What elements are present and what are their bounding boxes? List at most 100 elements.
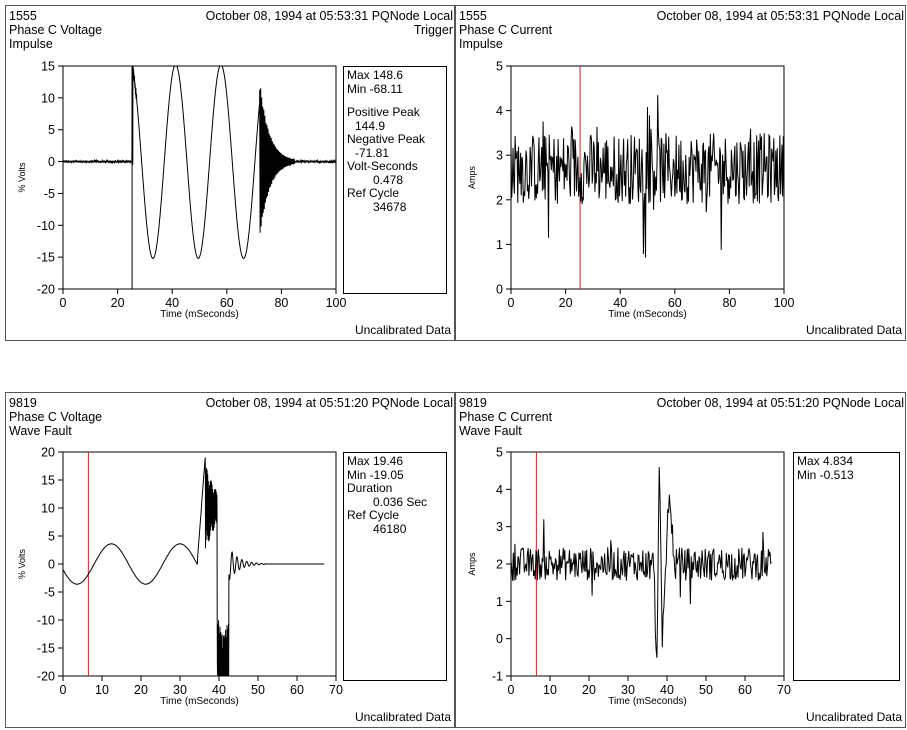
- channel-name: Phase C Voltage: [9, 410, 103, 424]
- stat-duration-value: 0.036 Sec: [373, 494, 428, 509]
- stat-ref-cycle-label: Ref Cycle: [347, 508, 400, 522]
- current-impulse-chart: 0 1 2 3 4 5 0 20 40 60 80 100 Time (mSeconds) Amps: [467, 60, 795, 321]
- stat-max: Max 148.6: [347, 68, 404, 82]
- y-tick-label: 5: [48, 123, 55, 137]
- x-tick-label: 70: [777, 683, 791, 697]
- y-axis-label: Amps: [467, 166, 477, 190]
- y-tick-label: 0: [48, 155, 55, 169]
- waveform-series: [62, 457, 325, 677]
- event-id: 1555: [9, 9, 37, 23]
- x-tick-label: 20: [559, 296, 573, 310]
- y-tick-label: 15: [41, 474, 55, 488]
- uncalibrated-label: Uncalibrated Data: [354, 323, 451, 337]
- stat-volt-seconds-label: Volt-Seconds: [347, 159, 418, 173]
- event-type: Wave Fault: [459, 424, 522, 438]
- x-tick-label: 40: [165, 296, 179, 310]
- x-tick-label: 40: [660, 683, 674, 697]
- event-timestamp: October 08, 1994 at 05:53:31 PQNode Loca…: [205, 9, 453, 23]
- y-tick-label: 1: [496, 595, 503, 609]
- y-tick-label: 3: [496, 149, 503, 163]
- trigger-label: Trigger: [413, 23, 453, 37]
- y-tick-label: -10: [37, 614, 55, 628]
- event-timestamp: October 08, 1994 at 05:51:20 PQNode Loca…: [656, 396, 904, 410]
- event-timestamp: October 08, 1994 at 05:51:20 PQNode Loca…: [205, 396, 453, 410]
- panel-voltage-wave-fault: 9819 Phase C Voltage Wave Fault October …: [5, 392, 455, 728]
- y-tick-label: -15: [37, 642, 55, 656]
- y-tick-label: -20: [37, 283, 55, 297]
- y-tick-label: 2: [496, 558, 503, 572]
- event-id: 9819: [9, 396, 37, 410]
- x-tick-label: 50: [251, 683, 265, 697]
- stat-positive-peak-value: 144.9: [355, 118, 386, 133]
- panel-current-wave-fault: 9819 Phase C Current Wave Fault October …: [455, 392, 906, 728]
- x-tick-label: 20: [134, 683, 148, 697]
- x-tick-label: 0: [508, 296, 515, 310]
- uncalibrated-label: Uncalibrated Data: [805, 323, 902, 337]
- stats-box: Max 19.46 Min -19.05 Duration 0.036 Sec …: [343, 452, 447, 681]
- y-tick-label: 2: [496, 193, 503, 207]
- channel-name: Phase C Current: [459, 410, 553, 424]
- stat-volt-seconds-value: 0.478: [373, 172, 404, 187]
- x-tick-label: 20: [111, 296, 125, 310]
- y-axis-label: % Volts: [17, 548, 27, 579]
- x-tick-label: 30: [621, 683, 635, 697]
- stat-max: Max 19.46: [347, 454, 404, 468]
- event-timestamp: October 08, 1994 at 05:53:31 PQNode Loca…: [656, 9, 904, 23]
- channel-name: Phase C Voltage: [9, 23, 103, 37]
- voltage-impulse-chart: -20 -15 -10 -5 0 5 10 15 0 20 40 60 80 100 Time (mSeco…: [17, 60, 347, 321]
- channel-name: Phase C Current: [459, 23, 553, 37]
- uncalibrated-label: Uncalibrated Data: [354, 710, 451, 724]
- stat-max: Max 4.834: [797, 454, 854, 468]
- y-tick-label: 4: [496, 104, 503, 118]
- x-tick-label: 10: [543, 683, 557, 697]
- x-axis-label: Time (mSeconds): [608, 309, 687, 320]
- y-tick-label: 1: [496, 238, 503, 252]
- x-axis-label: Time (mSeconds): [160, 309, 239, 320]
- y-tick-label: 10: [41, 502, 55, 516]
- waveform-series: [510, 467, 772, 658]
- stat-min: Min -68.11: [347, 81, 403, 96]
- waveform-series: [510, 95, 785, 258]
- y-tick-label: -20: [37, 670, 55, 684]
- y-tick-label: 4: [496, 483, 503, 497]
- x-axis-label: Time (mSeconds): [160, 696, 239, 707]
- x-tick-label: 40: [613, 296, 627, 310]
- y-tick-label: 0: [496, 632, 503, 646]
- x-tick-label: 100: [326, 296, 347, 310]
- event-type: Impulse: [9, 37, 53, 51]
- x-tick-label: 0: [60, 296, 67, 310]
- stat-min: Min -0.513: [797, 467, 854, 482]
- stats-box: Max 4.834 Min -0.513: [793, 452, 900, 681]
- stat-duration-label: Duration: [347, 481, 393, 495]
- uncalibrated-label: Uncalibrated Data: [805, 710, 902, 724]
- x-tick-label: 30: [173, 683, 187, 697]
- stat-min: Min -19.05: [347, 467, 404, 482]
- y-tick-label: -10: [37, 219, 55, 233]
- y-tick-label: 5: [48, 530, 55, 544]
- y-tick-label: -1: [492, 670, 503, 684]
- x-tick-label: 0: [60, 683, 67, 697]
- y-axis-label: % Volts: [17, 162, 27, 193]
- voltage-wave-fault-chart: -20 -15 -10 -5 0 5 10 15 20 0 10 20 30 40 50 60 70 Time (…: [17, 446, 343, 708]
- y-tick-label: 20: [41, 446, 55, 460]
- x-tick-label: 80: [722, 296, 736, 310]
- x-tick-label: 20: [582, 683, 596, 697]
- waveform-series: [62, 65, 337, 259]
- x-tick-label: 10: [95, 683, 109, 697]
- x-axis-label: Time (mSeconds): [608, 696, 687, 707]
- plot-area: [62, 65, 337, 290]
- x-tick-label: 70: [329, 683, 343, 697]
- y-tick-label: 3: [496, 520, 503, 534]
- event-type: Impulse: [459, 37, 503, 51]
- event-id: 1555: [459, 9, 487, 23]
- y-tick-label: 5: [496, 446, 503, 460]
- y-tick-label: -15: [37, 251, 55, 265]
- y-tick-label: 5: [496, 60, 503, 74]
- x-tick-label: 100: [774, 296, 795, 310]
- x-tick-label: 60: [290, 683, 304, 697]
- event-id: 9819: [459, 396, 487, 410]
- y-tick-label: 15: [41, 60, 55, 74]
- y-tick-label: -5: [44, 187, 55, 201]
- panel-voltage-impulse: 1555 Phase C Voltage Impulse October 08,…: [5, 5, 455, 341]
